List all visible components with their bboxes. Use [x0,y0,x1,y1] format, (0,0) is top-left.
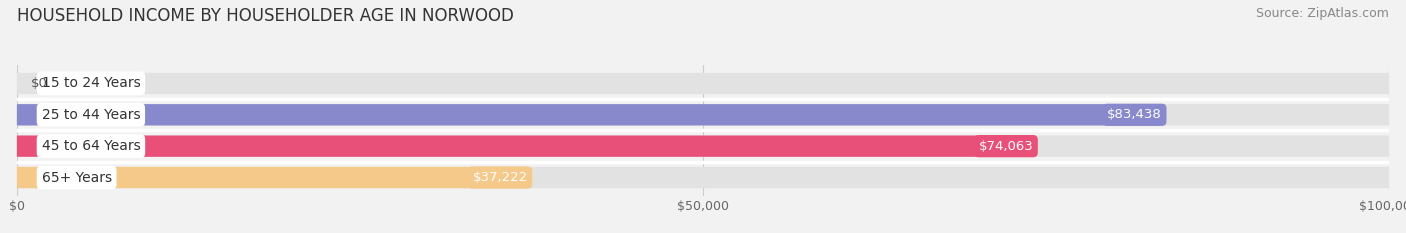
Text: 25 to 44 Years: 25 to 44 Years [42,108,141,122]
Text: Source: ZipAtlas.com: Source: ZipAtlas.com [1256,7,1389,20]
FancyBboxPatch shape [17,104,1161,125]
FancyBboxPatch shape [17,167,527,188]
FancyBboxPatch shape [17,136,1033,157]
FancyBboxPatch shape [17,136,1389,157]
FancyBboxPatch shape [17,73,1389,94]
FancyBboxPatch shape [17,104,1389,125]
Text: 45 to 64 Years: 45 to 64 Years [42,139,141,153]
Text: $0: $0 [31,77,48,90]
Text: 15 to 24 Years: 15 to 24 Years [42,76,141,90]
Text: HOUSEHOLD INCOME BY HOUSEHOLDER AGE IN NORWOOD: HOUSEHOLD INCOME BY HOUSEHOLDER AGE IN N… [17,7,513,25]
Text: $83,438: $83,438 [1107,108,1161,121]
FancyBboxPatch shape [17,167,1389,188]
Text: $37,222: $37,222 [472,171,527,184]
Text: $74,063: $74,063 [979,140,1033,153]
Text: 65+ Years: 65+ Years [42,171,111,185]
